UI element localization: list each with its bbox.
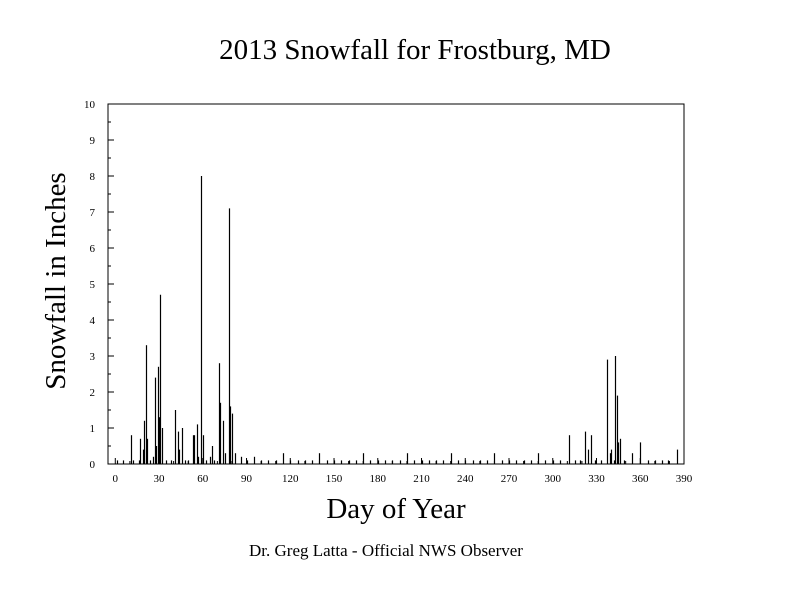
x-tick-label: 390 xyxy=(676,473,693,485)
y-tick-label: 9 xyxy=(90,135,96,147)
y-tick-label: 7 xyxy=(90,207,96,219)
y-axis-ticks: 0 1 2 3 4 5 6 7 8 9 10 xyxy=(84,99,114,471)
y-tick-label: 4 xyxy=(90,315,96,327)
bars-group xyxy=(116,176,679,464)
x-tick-label: 120 xyxy=(282,473,299,485)
x-tick-label: 90 xyxy=(241,473,253,485)
x-tick-label: 150 xyxy=(326,473,343,485)
x-axis-ticks: 0 30 60 90 120 150 180 210 240 270 300 330 360 390 xyxy=(113,458,693,485)
x-tick-label: 30 xyxy=(154,473,166,485)
x-tick-label: 300 xyxy=(545,473,562,485)
x-tick-label: 210 xyxy=(413,473,430,485)
chart-title: 2013 Snowfall for Frostburg, MD xyxy=(219,34,611,66)
y-tick-label: 5 xyxy=(90,279,96,291)
y-tick-label: 10 xyxy=(84,99,96,111)
y-tick-label: 1 xyxy=(90,423,96,435)
footer-credit: Dr. Greg Latta - Official NWS Observer xyxy=(249,541,523,560)
x-axis-title: Day of Year xyxy=(326,493,466,525)
x-tick-label: 0 xyxy=(113,473,119,485)
x-tick-label: 180 xyxy=(370,473,387,485)
x-tick-label: 360 xyxy=(632,473,649,485)
y-tick-label: 8 xyxy=(90,171,96,183)
y-tick-label: 0 xyxy=(90,459,96,471)
y-tick-label: 2 xyxy=(90,387,96,399)
x-tick-label: 240 xyxy=(457,473,474,485)
y-tick-label: 3 xyxy=(90,351,96,363)
y-tick-label: 6 xyxy=(90,243,96,255)
plot-area-frame xyxy=(107,103,685,465)
y-axis-title: Snowfall in Inches xyxy=(40,172,72,389)
x-tick-label: 60 xyxy=(197,473,209,485)
x-tick-label: 330 xyxy=(588,473,605,485)
x-tick-label: 270 xyxy=(501,473,518,485)
